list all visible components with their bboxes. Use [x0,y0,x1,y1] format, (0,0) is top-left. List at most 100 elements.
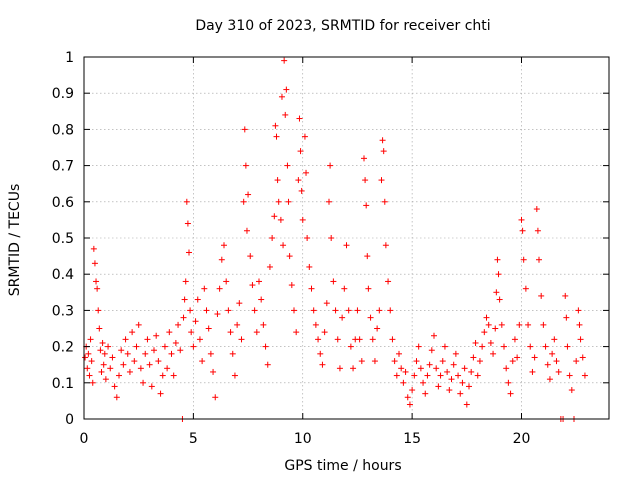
data-point [323,300,330,307]
data-point [286,253,293,260]
data-point [364,253,371,260]
data-point [575,307,582,314]
data-point [205,325,212,332]
y-tick-label: 0.1 [52,376,74,392]
data-point [358,358,365,365]
data-point [247,253,254,260]
data-point [183,198,190,205]
data-point [402,368,409,375]
data-point [563,314,570,321]
data-point [492,325,499,332]
data-point [362,177,369,184]
data-point [144,336,151,343]
data-point [490,350,497,357]
data-point [166,329,173,336]
data-point [409,387,416,394]
data-point [376,307,383,314]
data-point [312,321,319,328]
data-point [102,376,109,383]
data-point [274,177,281,184]
data-point [116,372,122,379]
data-point [555,368,562,375]
data-point [101,350,108,357]
data-point [187,307,194,314]
data-point [293,329,300,336]
data-point [256,278,262,285]
data-point [216,285,223,292]
data-point [142,350,149,357]
data-point [253,329,260,336]
data-point [542,343,549,350]
data-point [153,332,160,339]
data-point [431,332,437,339]
data-point [463,401,470,408]
data-point [180,314,187,321]
data-point [496,296,503,303]
data-point [146,361,153,368]
data-point [422,390,429,397]
data-point [266,263,273,270]
data-point [131,358,138,365]
data-point [135,321,142,328]
data-point [481,329,488,336]
data-point [201,285,208,292]
data-point [181,296,188,303]
data-point [310,307,317,314]
data-point [177,347,184,354]
data-point [367,314,374,321]
data-point [95,307,102,314]
data-point [531,354,538,361]
data-point [118,347,125,354]
data-point [326,198,332,205]
data-point [494,256,501,263]
data-point [380,148,387,155]
data-point [137,365,144,372]
data-point [242,162,249,169]
data-point [522,285,529,292]
data-point [350,365,357,372]
data-point [334,336,341,343]
data-point [288,282,295,289]
data-point [258,296,265,303]
data-point [271,213,278,220]
data-point [93,278,100,285]
data-point [98,368,105,375]
data-point [190,343,197,350]
tick-labels: 00.10.20.30.40.50.60.70.80.910 5 10 15 20 [52,50,531,447]
data-point [365,285,372,292]
data-point [238,336,245,343]
data-points [82,57,588,422]
data-point [437,372,444,379]
data-point [192,318,199,325]
data-point [406,401,413,408]
data-point [109,354,116,361]
data-point [476,358,483,365]
data-point [87,336,94,343]
data-point [361,155,367,162]
data-point [518,216,525,223]
data-point [495,271,502,278]
data-point [168,350,175,357]
data-point [413,358,420,365]
data-point [369,336,376,343]
data-point [251,307,258,314]
data-point [448,376,455,383]
data-point [280,242,287,249]
data-point [275,198,282,205]
data-point [389,336,396,343]
data-point [534,227,541,234]
data-point [321,329,328,336]
grid-lines [84,57,609,419]
data-point [562,292,569,299]
y-tick-label: 0.8 [52,122,74,138]
data-point [241,126,248,133]
data-point [172,339,179,346]
data-point [544,361,551,368]
data-point [297,148,304,155]
data-point [155,358,162,365]
data-point [85,350,92,357]
data-point [433,365,440,372]
data-point [212,394,219,401]
data-point [249,282,256,289]
